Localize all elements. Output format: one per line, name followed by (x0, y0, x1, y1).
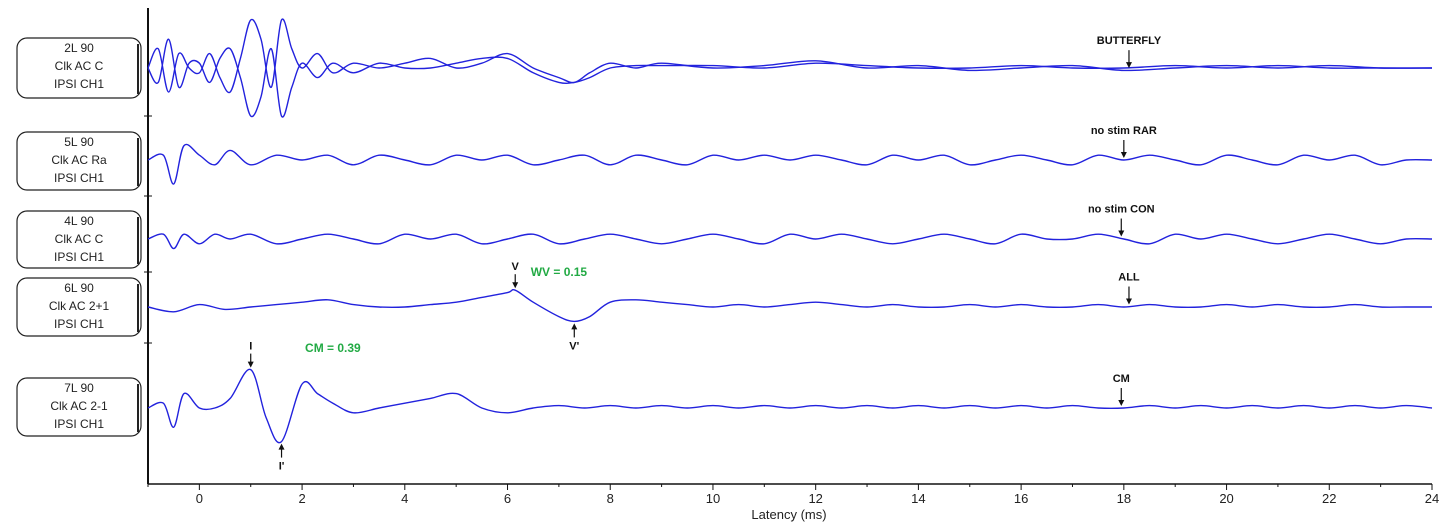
trace-label-line: IPSI CH1 (54, 77, 104, 91)
trace-label-box[interactable] (16, 210, 142, 269)
x-tick-label: 10 (706, 491, 720, 506)
trace-label-box[interactable] (16, 377, 142, 437)
x-tick-label: 22 (1322, 491, 1336, 506)
trace-label-line: IPSI CH1 (54, 417, 104, 431)
annotation-layer: BUTTERFLY no stim RAR no stim CON ALL CM V V' I… (247, 35, 1162, 473)
peak-label: V' (569, 340, 579, 352)
trace-label-line: Clk AC C (55, 232, 104, 246)
peak-arrowhead (278, 443, 285, 450)
trace-line-5 (147, 368, 1433, 444)
trace-label-line: IPSI CH1 (54, 250, 104, 264)
trace-annotation: BUTTERFLY (1097, 35, 1162, 47)
peak-label: I (249, 341, 252, 353)
annotation-arrowhead (1125, 298, 1132, 305)
x-axis-label: Latency (ms) (751, 507, 826, 522)
trace-layer (147, 18, 1433, 444)
trace-annotation: no stim CON (1088, 204, 1155, 216)
x-tick-label: 14 (911, 491, 925, 506)
x-tick-label: 0 (196, 491, 203, 506)
trace-line-2 (147, 143, 1433, 185)
trace-annotation: CM (1113, 373, 1130, 385)
trace-label-box[interactable] (16, 37, 142, 99)
annotation-arrowhead (1118, 230, 1125, 237)
trace-label-line: IPSI CH1 (54, 317, 104, 331)
peak-label: V (512, 261, 520, 273)
trace-label-line: Clk AC C (55, 59, 104, 73)
x-tick-label: 8 (607, 491, 614, 506)
trace-label-line: 7L 90 (64, 381, 94, 395)
x-tick-label: 2 (298, 491, 305, 506)
trace-annotation: ALL (1118, 272, 1140, 284)
x-tick-label: 18 (1117, 491, 1131, 506)
x-tick-label: 24 (1425, 491, 1439, 506)
annotation-arrowhead (1125, 62, 1132, 69)
trace-line-3 (147, 233, 1433, 250)
axes: 0 2 4 6 8 10 12 14 16 18 20 22 24 (144, 8, 1439, 506)
peak-arrowhead (571, 323, 578, 330)
peak-label: I' (279, 461, 285, 473)
trace-label-line: Clk AC Ra (51, 153, 107, 167)
peak-arrowhead (512, 282, 519, 289)
trace-label-line: 6L 90 (64, 281, 94, 295)
annotation-arrowhead (1118, 400, 1125, 406)
measurement-label: CM = 0.39 (305, 341, 361, 355)
x-tick-label: 16 (1014, 491, 1028, 506)
annotation-arrowhead (1120, 152, 1127, 158)
peak-arrowhead (247, 361, 254, 368)
trace-label-line: 4L 90 (64, 214, 94, 228)
trace-label-layer: 2L 90 Clk AC C IPSI CH1 5L 90 Clk AC Ra IPSI … (16, 37, 142, 437)
x-tick-label: 4 (401, 491, 408, 506)
x-tick-label: 20 (1219, 491, 1233, 506)
trace-label-box[interactable] (16, 131, 142, 191)
x-tick-label: 12 (808, 491, 822, 506)
trace-line-1-1 (147, 18, 1433, 94)
x-tick-label: 6 (504, 491, 511, 506)
trace-label-line: Clk AC 2-1 (50, 399, 108, 413)
measurement-label: WV = 0.15 (531, 265, 588, 279)
trace-annotation: no stim RAR (1091, 125, 1157, 137)
trace-line-4 (147, 289, 1432, 323)
trace-label-line: Clk AC 2+1 (49, 299, 110, 313)
trace-label-line: IPSI CH1 (54, 171, 104, 185)
trace-label-box[interactable] (16, 277, 142, 337)
trace-label-line: 2L 90 (64, 41, 94, 55)
trace-label-line: 5L 90 (64, 135, 94, 149)
trace-line-1-2 (147, 38, 1432, 118)
